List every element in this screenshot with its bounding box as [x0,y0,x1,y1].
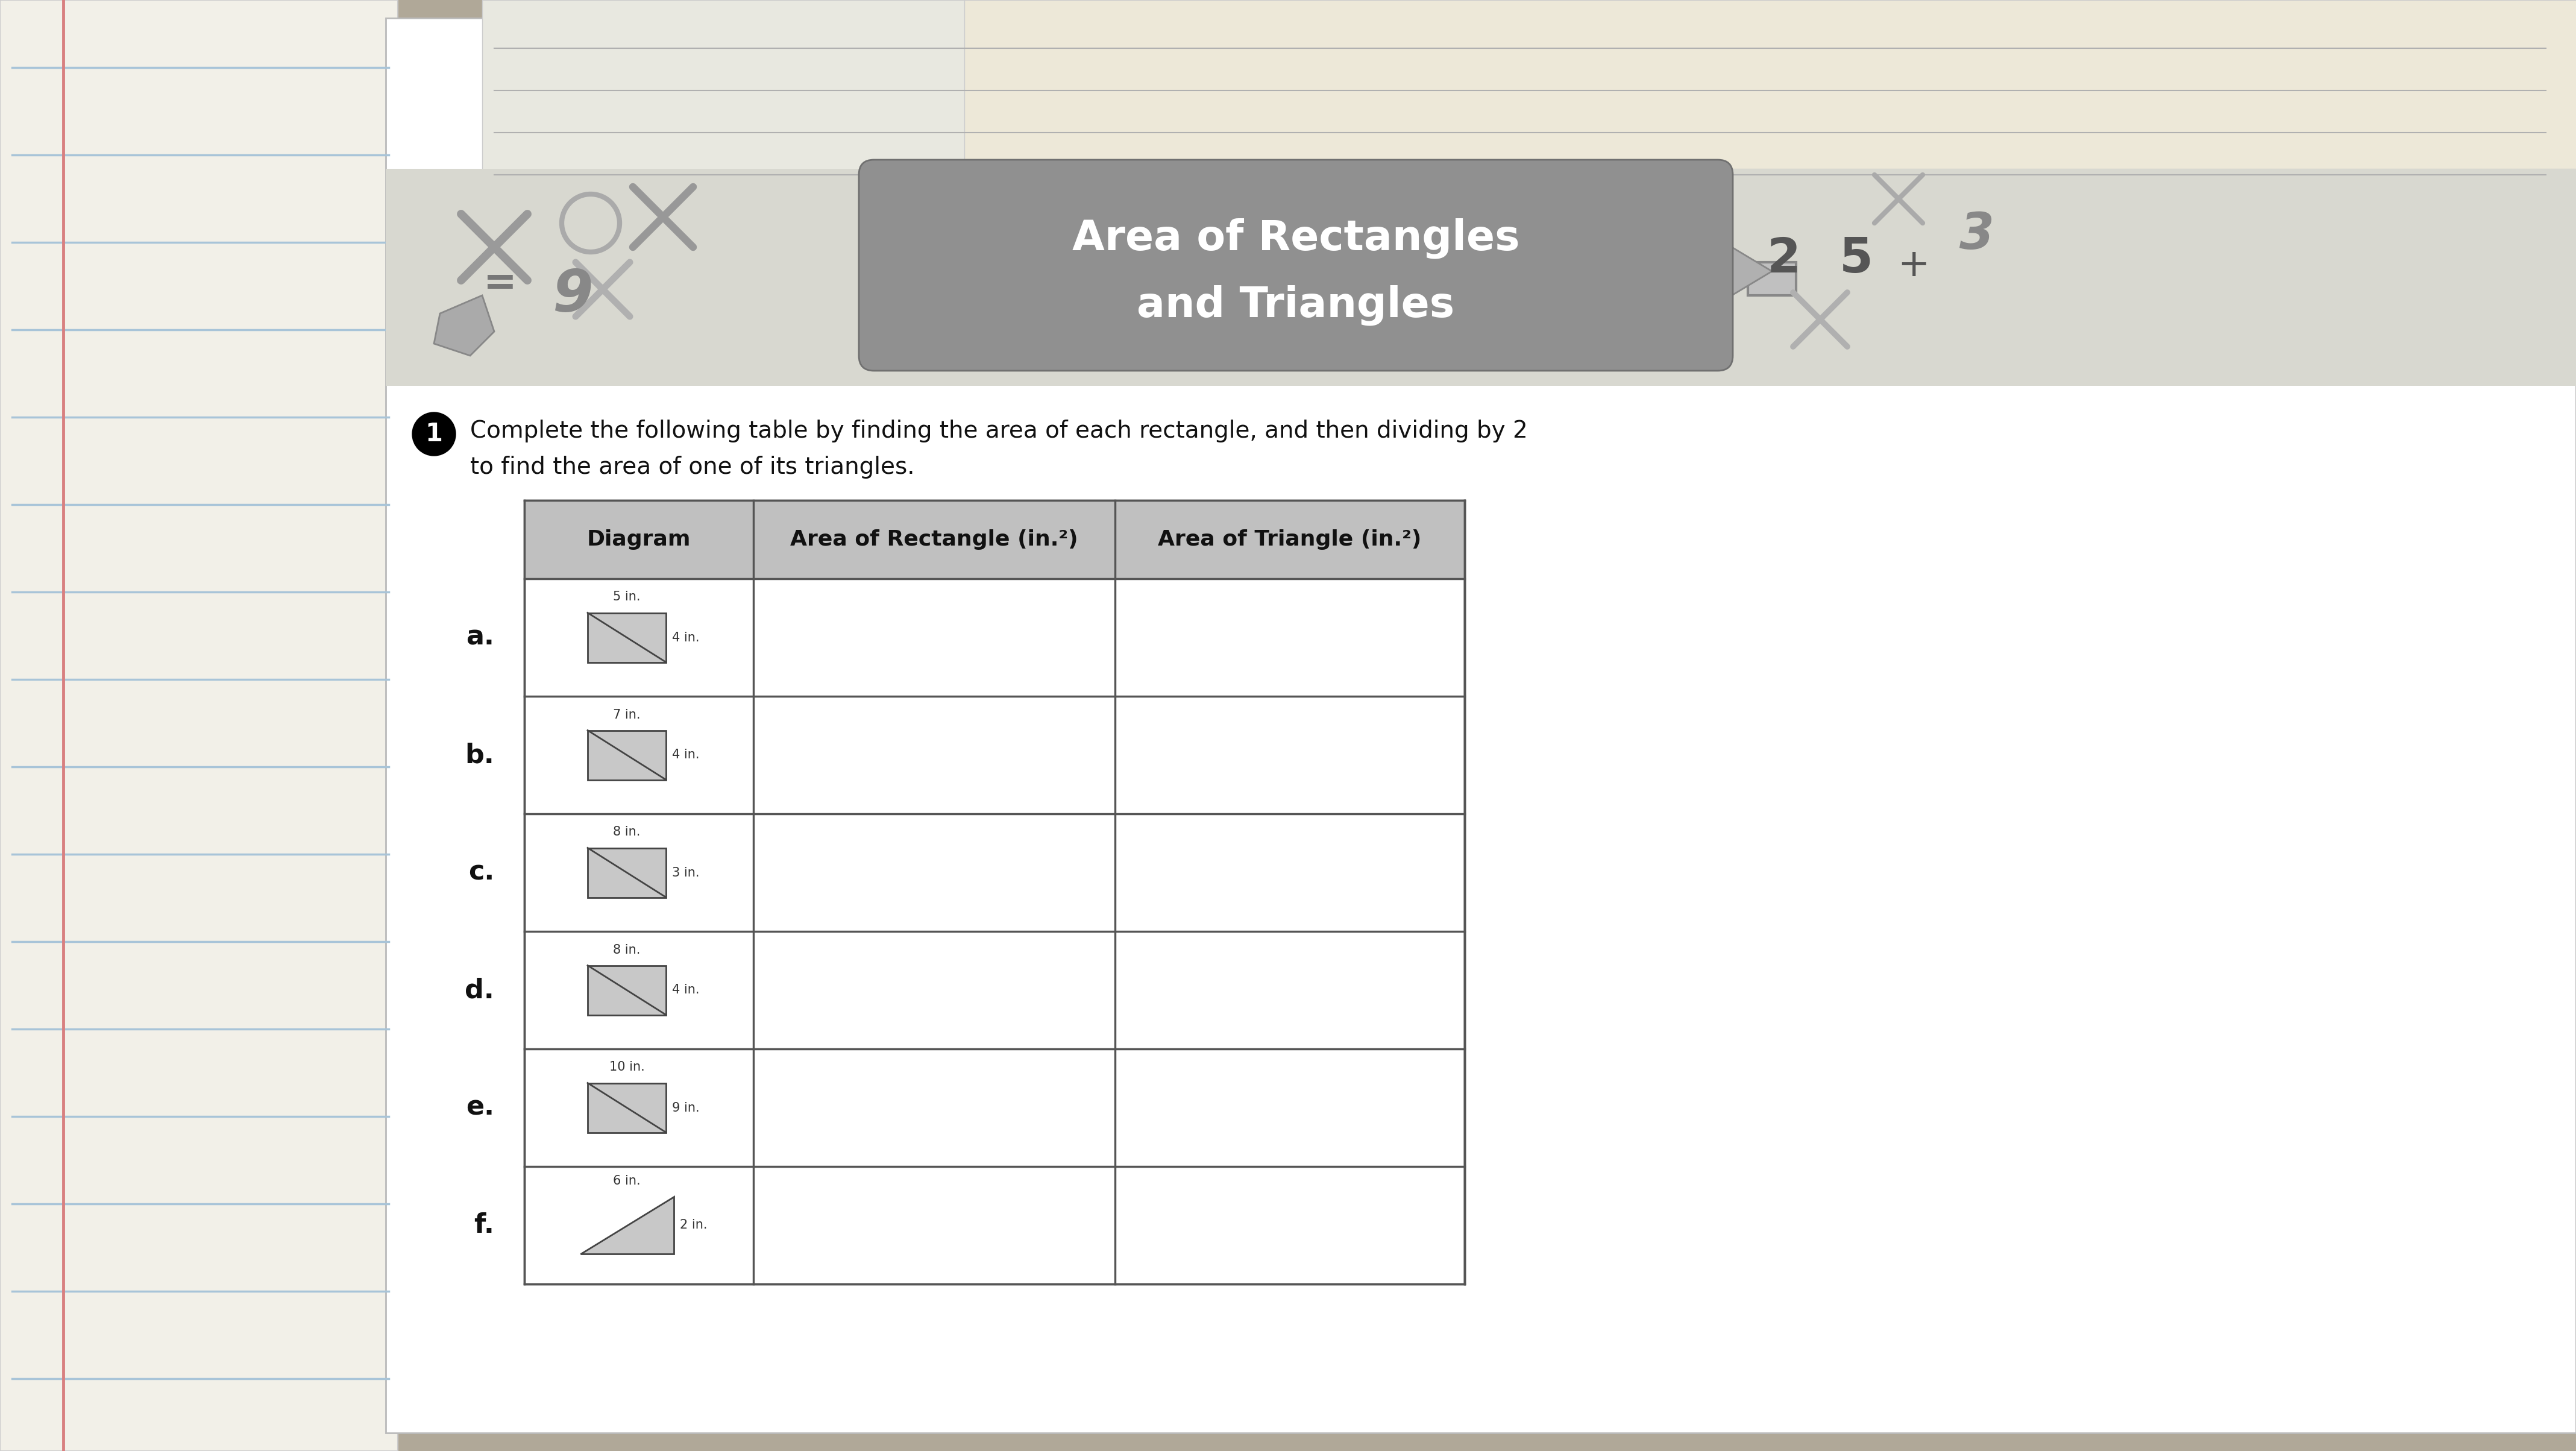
FancyBboxPatch shape [858,160,1734,371]
Text: to find the area of one of its triangles.: to find the area of one of its triangles… [469,456,914,479]
Text: 9: 9 [551,267,592,324]
FancyBboxPatch shape [587,1082,667,1132]
Text: Diagram: Diagram [587,530,690,550]
FancyBboxPatch shape [963,0,2576,168]
Text: 6 in.: 6 in. [613,1175,641,1187]
Text: 5 in.: 5 in. [613,591,641,604]
FancyBboxPatch shape [386,17,2576,1434]
FancyBboxPatch shape [526,501,1466,579]
Text: c.: c. [469,859,495,885]
Text: 5: 5 [1839,235,1873,283]
Polygon shape [580,1197,672,1254]
Text: 4 in.: 4 in. [672,749,701,762]
Text: Area of Rectangles: Area of Rectangles [1072,218,1520,258]
Circle shape [412,412,456,456]
Text: and Triangles: and Triangles [1136,284,1455,325]
Text: 3 in.: 3 in. [672,866,701,879]
Text: 8 in.: 8 in. [613,826,641,839]
Polygon shape [1710,235,1772,308]
Text: 4 in.: 4 in. [672,631,701,643]
Text: f.: f. [474,1212,495,1238]
Text: 8 in.: 8 in. [613,943,641,956]
Text: 1: 1 [425,421,443,447]
FancyBboxPatch shape [1749,263,1795,296]
Text: 10 in.: 10 in. [608,1061,644,1074]
Text: 7 in.: 7 in. [613,708,641,721]
Text: d.: d. [464,977,495,1003]
Text: 9 in.: 9 in. [672,1101,701,1114]
Text: =: = [484,264,518,303]
Polygon shape [433,296,495,355]
Text: Area of Triangle (in.²): Area of Triangle (in.²) [1159,530,1422,550]
Text: 3: 3 [1960,210,1994,260]
Text: b.: b. [464,741,495,768]
FancyBboxPatch shape [0,0,397,1451]
FancyBboxPatch shape [587,965,667,1014]
FancyBboxPatch shape [587,847,667,897]
Text: 4 in.: 4 in. [672,984,701,997]
FancyBboxPatch shape [526,501,1466,1284]
Text: Area of Rectangle (in.²): Area of Rectangle (in.²) [791,530,1079,550]
FancyBboxPatch shape [482,0,2576,199]
Text: 2: 2 [1767,235,1801,283]
Text: a.: a. [466,624,495,650]
Text: Complete the following table by finding the area of each rectangle, and then div: Complete the following table by finding … [469,419,1528,443]
Text: 2 in.: 2 in. [680,1219,706,1232]
FancyBboxPatch shape [587,730,667,779]
Text: e.: e. [466,1094,495,1120]
FancyBboxPatch shape [386,168,2576,386]
Text: +: + [1899,247,1929,284]
FancyBboxPatch shape [587,612,667,662]
